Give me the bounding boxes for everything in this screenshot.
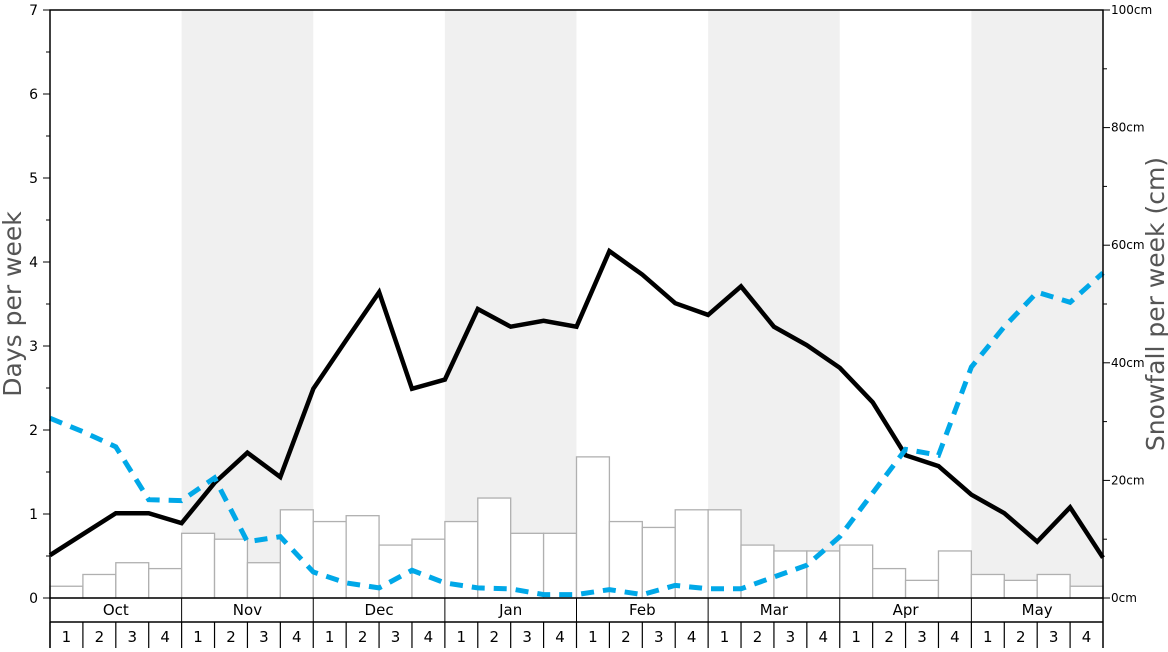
month-label: May xyxy=(1022,601,1053,619)
right-tick-label: 100cm xyxy=(1111,3,1152,17)
week-label: 1 xyxy=(983,628,993,646)
week-label: 3 xyxy=(654,628,664,646)
snowfall-bar xyxy=(510,532,545,599)
month-shade xyxy=(181,10,314,598)
right-tick-label: 20cm xyxy=(1111,473,1145,487)
right-tick-label: 80cm xyxy=(1111,121,1145,135)
week-label: 1 xyxy=(325,628,335,646)
week-label: 3 xyxy=(391,628,401,646)
left-tick-label: 5 xyxy=(29,171,38,187)
month-shade xyxy=(708,10,840,598)
snowfall-bar xyxy=(180,532,216,599)
week-label: 2 xyxy=(95,628,105,646)
left-tick-label: 2 xyxy=(29,423,38,439)
snowfall-bar xyxy=(1003,579,1038,599)
week-label: 2 xyxy=(489,628,499,646)
month-label: Nov xyxy=(233,601,262,619)
week-label: 1 xyxy=(457,628,467,646)
week-label: 2 xyxy=(884,628,894,646)
week-label: 2 xyxy=(621,628,631,646)
week-label: 3 xyxy=(917,628,927,646)
left-tick-label: 0 xyxy=(29,591,38,607)
left-tick-label: 4 xyxy=(29,255,38,271)
snowfall-bar xyxy=(1069,585,1104,599)
left-tick-label: 3 xyxy=(29,339,38,355)
snowfall-bar xyxy=(246,562,281,599)
right-axis-label: Snowfall per week (cm) xyxy=(1141,157,1168,451)
week-label: 3 xyxy=(259,628,269,646)
snowfall-bar xyxy=(806,550,841,599)
week-label: 1 xyxy=(62,628,72,646)
week-label: 4 xyxy=(950,628,960,646)
week-label: 4 xyxy=(1082,628,1092,646)
snowfall-bar xyxy=(937,550,973,599)
snowfall-bar xyxy=(312,520,347,599)
snowfall-bar xyxy=(970,573,1005,599)
week-label: 3 xyxy=(1049,628,1059,646)
snowfall-bar xyxy=(839,544,874,599)
left-tick-label: 1 xyxy=(29,507,38,523)
days-line-black xyxy=(48,247,1105,559)
snowfall-bar xyxy=(608,520,643,599)
week-label: 2 xyxy=(226,628,236,646)
week-label: 2 xyxy=(1016,628,1026,646)
snowfall-bar xyxy=(148,567,183,599)
snowfall-bar xyxy=(115,562,150,599)
snowfall-bar xyxy=(740,544,775,599)
snowfall-bar xyxy=(213,538,249,599)
snowfall-bar xyxy=(575,456,611,599)
week-label: 4 xyxy=(819,628,829,646)
snowfall-bar xyxy=(542,532,578,599)
right-tick-label: 40cm xyxy=(1111,356,1145,370)
right-tick-label: 60cm xyxy=(1111,238,1145,252)
month-label: Mar xyxy=(760,601,789,619)
snowfall-bar xyxy=(904,579,940,599)
snowfall-bar xyxy=(411,538,446,599)
right-tick-label: 0cm xyxy=(1111,591,1137,605)
week-label: 4 xyxy=(424,628,434,646)
left-tick-label: 7 xyxy=(29,3,38,19)
snowfall-bar xyxy=(1036,573,1071,599)
month-shade xyxy=(971,10,1103,598)
week-label: 3 xyxy=(786,628,796,646)
month-label: Apr xyxy=(893,601,920,619)
month-label: Oct xyxy=(103,601,129,619)
week-label: 1 xyxy=(193,628,203,646)
week-label: 2 xyxy=(753,628,763,646)
month-label: Feb xyxy=(629,601,656,619)
days-line-blue-dashed xyxy=(49,271,1105,598)
week-label: 1 xyxy=(588,628,598,646)
week-label: 1 xyxy=(720,628,730,646)
snowfall-bar xyxy=(378,544,413,599)
snowfall-bar xyxy=(707,509,742,599)
snowfall-bar xyxy=(872,567,907,599)
left-axis-label: Days per week xyxy=(0,211,27,397)
snowfall-bar xyxy=(49,585,84,599)
week-label: 4 xyxy=(160,628,170,646)
week-label: 4 xyxy=(292,628,302,646)
week-label: 4 xyxy=(687,628,697,646)
month-label: Jan xyxy=(498,601,522,619)
snowfall-bar xyxy=(477,497,512,599)
week-label: 1 xyxy=(851,628,861,646)
left-tick-label: 6 xyxy=(29,87,38,103)
week-label: 2 xyxy=(358,628,368,646)
week-label: 4 xyxy=(555,628,565,646)
month-label: Dec xyxy=(365,601,394,619)
week-label: 3 xyxy=(127,628,137,646)
week-label: 3 xyxy=(522,628,532,646)
snowfall-bar xyxy=(82,573,117,599)
